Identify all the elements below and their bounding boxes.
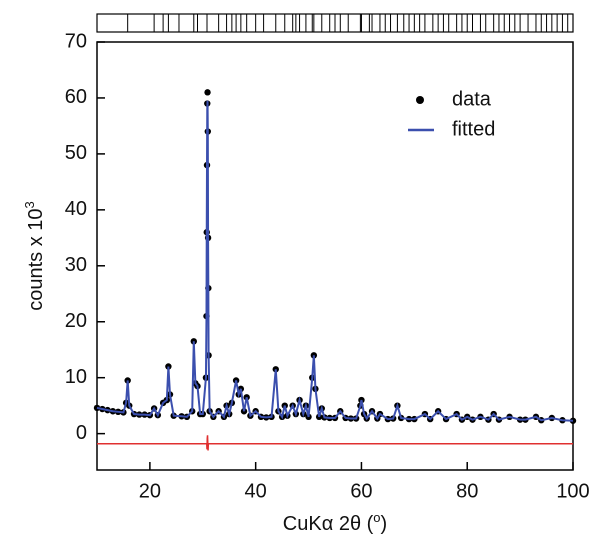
y-tick-label: 60 — [65, 86, 87, 108]
difference-line — [97, 435, 573, 451]
y-tick-label: 50 — [65, 142, 87, 164]
y-tick-label: 20 — [65, 310, 87, 332]
legend-label: data — [452, 88, 492, 110]
legend-label: fitted — [452, 118, 495, 140]
y-title-text: counts x 10 — [25, 208, 47, 310]
y-axis-title: counts x 103 — [22, 201, 47, 311]
x-title-sup: o — [373, 510, 380, 525]
x-tick-label: 60 — [350, 480, 372, 502]
data-point — [93, 404, 101, 412]
x-tick-label: 100 — [556, 480, 589, 502]
y-tick-label: 70 — [65, 30, 87, 52]
x-tick-label: 80 — [456, 480, 478, 502]
plot-frame — [96, 41, 574, 471]
x-tick-label: 40 — [245, 480, 267, 502]
y-tick-label: 40 — [65, 198, 87, 220]
x-axis-title: CuKα 2θ (o) — [283, 510, 387, 535]
legend-marker — [416, 96, 424, 104]
y-title-sup: 3 — [22, 201, 37, 208]
y-tick-label: 0 — [76, 422, 87, 444]
x-title-end: ) — [381, 513, 388, 535]
data-point — [204, 89, 211, 96]
x-tick-label: 20 — [139, 480, 161, 502]
y-tick-label: 10 — [65, 366, 87, 388]
fitted-line — [96, 100, 574, 422]
x-title-text: CuKα 2θ ( — [283, 513, 374, 535]
y-tick-label: 30 — [65, 254, 87, 276]
